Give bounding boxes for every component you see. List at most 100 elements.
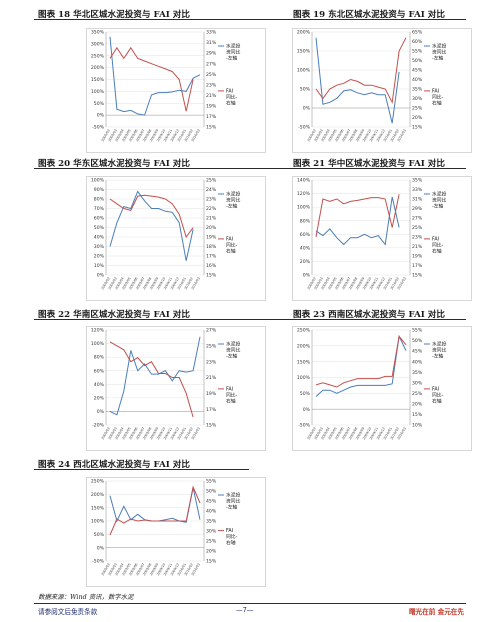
x-axis-label: 2009/03 bbox=[313, 129, 323, 143]
chart-frame bbox=[292, 176, 472, 301]
data-source-note: 数据来源：Wind 资讯，数字水泥 bbox=[38, 593, 134, 601]
legend-label-line: 水泥投 bbox=[226, 492, 241, 499]
x-axis-label: 2009/04 bbox=[114, 427, 124, 441]
right-axis-tick: 25% bbox=[206, 343, 217, 349]
right-axis-tick: 35% bbox=[206, 519, 217, 525]
legend-label-line: 水泥投 bbox=[226, 43, 241, 50]
x-axis-label: 2009/07 bbox=[135, 277, 145, 291]
right-axis-tick: 55% bbox=[412, 328, 423, 334]
left-axis-tick: 140% bbox=[297, 178, 311, 184]
right-axis-tick: 45% bbox=[206, 499, 217, 505]
x-axis-label: 2010/02 bbox=[184, 427, 194, 441]
x-axis-label: 2010/02 bbox=[390, 277, 400, 291]
legend-label-line: 资同比 bbox=[432, 347, 447, 354]
left-axis-tick: 100% bbox=[297, 375, 311, 381]
x-axis-label: 2010/01 bbox=[383, 277, 393, 291]
left-axis-tick: 150% bbox=[91, 505, 105, 511]
x-axis-label: 2010/03 bbox=[191, 563, 201, 577]
series-line-fai bbox=[315, 37, 407, 104]
left-axis-tick: 30% bbox=[94, 244, 105, 250]
x-axis-label: 2009/05 bbox=[121, 277, 131, 291]
left-axis-tick: 0% bbox=[303, 106, 311, 112]
left-axis-tick: 150% bbox=[297, 359, 311, 365]
right-axis-tick: 15% bbox=[206, 273, 217, 279]
left-axis-tick: 100% bbox=[91, 341, 105, 347]
left-axis-tick: 80% bbox=[94, 197, 105, 203]
legend-label-line: 右轴 bbox=[432, 247, 442, 254]
legend-label-line: 水泥投 bbox=[432, 43, 447, 50]
x-axis-label: 2009/08 bbox=[348, 277, 358, 291]
x-axis-label: 2009/06 bbox=[334, 277, 344, 291]
series-line-fai bbox=[315, 335, 407, 388]
left-axis-tick: 80% bbox=[94, 355, 105, 361]
left-axis-tick: 300% bbox=[91, 41, 105, 47]
legend-label-line: -左轴 bbox=[432, 353, 444, 360]
title-rule bbox=[34, 469, 249, 470]
right-axis-tick: 17% bbox=[206, 254, 217, 260]
legend-label-cement: 水泥投资同比-左轴 bbox=[226, 43, 241, 62]
left-axis-tick: 50% bbox=[300, 391, 311, 397]
x-axis-label: 2009/07 bbox=[341, 277, 351, 291]
left-axis-tick: 350% bbox=[91, 30, 105, 36]
x-axis-label: 2009/04 bbox=[114, 277, 124, 291]
left-axis-tick: 50% bbox=[94, 532, 105, 538]
x-axis-label: 2009/02 bbox=[307, 129, 317, 143]
x-axis-label: 2009/03 bbox=[107, 129, 117, 143]
x-axis-label: 2009/12 bbox=[170, 563, 180, 577]
disclaimer-link[interactable]: 请参阅文后免责条款 bbox=[38, 608, 98, 616]
x-axis-label: 2010/01 bbox=[177, 563, 187, 577]
legend-label-cement: 水泥投资同比-左轴 bbox=[432, 191, 447, 210]
chart-title-20: 图表 20 华东区城水泥投资与 FAI 对比 bbox=[38, 159, 190, 169]
right-axis-tick: 27% bbox=[206, 328, 217, 334]
right-axis-tick: 15% bbox=[206, 559, 217, 565]
legend-label-line: -左轴 bbox=[432, 203, 444, 210]
left-axis-tick: 60% bbox=[94, 368, 105, 374]
left-axis-tick: 20% bbox=[94, 254, 105, 260]
legend-label-cement: 水泥投资同比-左轴 bbox=[226, 492, 241, 511]
x-axis-label: 2009/05 bbox=[121, 427, 131, 441]
right-axis-tick: 19% bbox=[206, 235, 217, 241]
left-axis-tick: 250% bbox=[91, 53, 105, 59]
right-axis-tick: 29% bbox=[206, 51, 217, 57]
left-axis-tick: 90% bbox=[94, 187, 105, 193]
x-axis-label: 2009/11 bbox=[163, 277, 173, 291]
right-axis-tick: 17% bbox=[206, 114, 217, 120]
left-axis-tick: 20% bbox=[300, 259, 311, 265]
right-axis-tick: 40% bbox=[412, 359, 423, 365]
right-axis-tick: 23% bbox=[206, 82, 217, 88]
chart-title-22: 图表 22 华南区城水泥投资与 FAI 对比 bbox=[38, 310, 190, 320]
x-axis-label: 2009/11 bbox=[369, 427, 379, 441]
legend-label-line: 同比- bbox=[432, 391, 444, 398]
chart-24: 250% 200% 150% 100% 50% 0% -50% 55% 50% 45% 40% 35%… bbox=[86, 477, 266, 587]
series-line-cement bbox=[315, 196, 400, 246]
legend-label-line: 资同比 bbox=[432, 49, 447, 56]
x-axis-label: 2009/09 bbox=[149, 129, 159, 143]
right-axis-tick: 45% bbox=[412, 349, 423, 355]
series-line-cement bbox=[109, 336, 201, 416]
legend-label-line: 水泥投 bbox=[432, 341, 447, 348]
series-line-cement bbox=[315, 37, 400, 124]
left-axis-tick: 100% bbox=[91, 178, 105, 184]
legend-label-line: 右轴 bbox=[226, 539, 236, 546]
x-axis-label: 2009/08 bbox=[348, 427, 358, 441]
x-axis-label: 2009/07 bbox=[135, 129, 145, 143]
left-axis-tick: 100% bbox=[91, 519, 105, 525]
chart-title-19: 图表 19 东北区城水泥投资与 FAI 对比 bbox=[293, 10, 445, 20]
right-axis-tick: 35% bbox=[412, 178, 423, 184]
right-axis-tick: 55% bbox=[206, 479, 217, 485]
right-axis-tick: 23% bbox=[206, 197, 217, 203]
x-axis-label: 2009/09 bbox=[355, 277, 365, 291]
left-axis-tick: -50% bbox=[298, 125, 311, 131]
x-axis-label: 2009/10 bbox=[362, 129, 372, 143]
x-axis-label: 2009/12 bbox=[170, 427, 180, 441]
right-axis-tick: 23% bbox=[412, 235, 423, 241]
x-axis-label: 2009/12 bbox=[376, 129, 386, 143]
right-axis-tick: 19% bbox=[412, 254, 423, 260]
left-axis-tick: 0% bbox=[97, 409, 105, 415]
right-axis-tick: 33% bbox=[206, 30, 217, 36]
right-axis-tick: 31% bbox=[412, 197, 423, 203]
legend-label-line: FAI bbox=[226, 528, 233, 534]
x-axis-label: 2009/10 bbox=[156, 563, 166, 577]
x-axis-label: 2010/01 bbox=[383, 427, 393, 441]
right-axis-tick: 25% bbox=[206, 178, 217, 184]
